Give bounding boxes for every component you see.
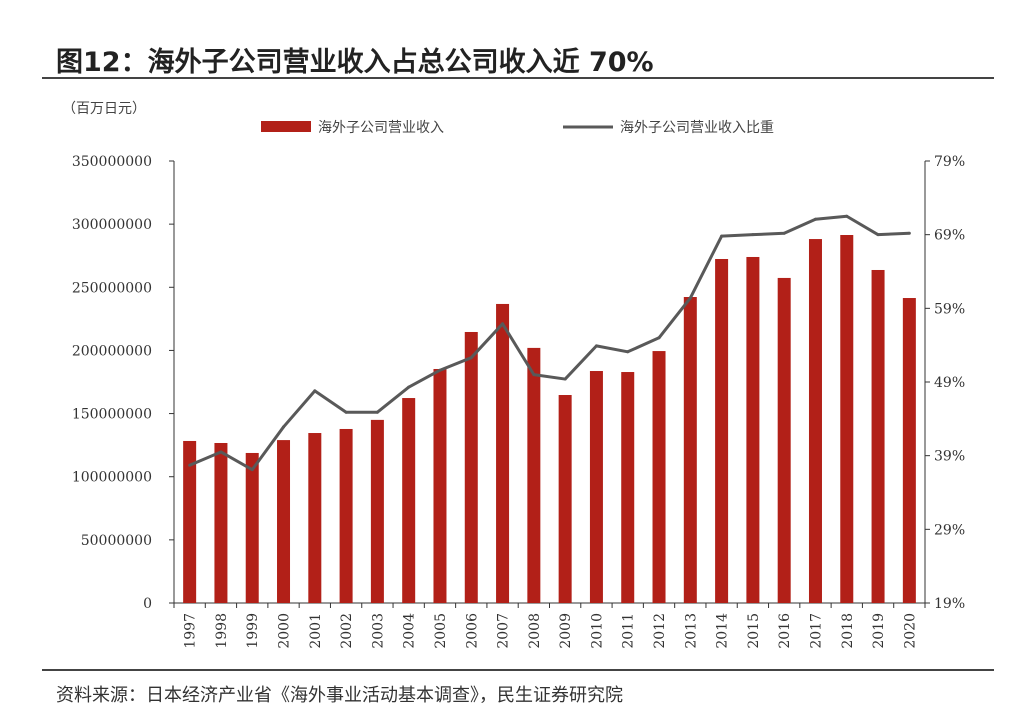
ratio-point-2011 bbox=[626, 350, 630, 354]
bar-2019 bbox=[871, 269, 885, 603]
bar-2003 bbox=[370, 419, 384, 603]
ratio-point-2006 bbox=[469, 356, 473, 360]
x-tick-label: 2012 bbox=[652, 613, 668, 649]
chart-title: 图12：海外子公司营业收入占总公司收入近 70% bbox=[56, 47, 654, 78]
ratio-point-2009 bbox=[563, 377, 567, 381]
ratio-point-2007 bbox=[501, 322, 505, 326]
bar-2013 bbox=[683, 297, 697, 603]
x-tick-label: 2019 bbox=[871, 613, 887, 649]
bar-1997 bbox=[183, 440, 197, 603]
ratio-point-2010 bbox=[594, 344, 598, 348]
unit-label: （百万日元） bbox=[62, 101, 146, 117]
x-tick-label: 2007 bbox=[496, 613, 512, 649]
x-tick-label: 2013 bbox=[683, 613, 699, 649]
left-tick-label: 100000000 bbox=[72, 470, 152, 486]
bar-2017 bbox=[808, 239, 822, 604]
bar-2000 bbox=[277, 440, 291, 603]
ratio-point-1999 bbox=[250, 468, 254, 472]
ratio-point-2000 bbox=[282, 425, 286, 429]
bar-2014 bbox=[715, 258, 729, 603]
bar-1998 bbox=[214, 442, 228, 603]
bar-2011 bbox=[621, 372, 635, 603]
bar-2009 bbox=[558, 395, 572, 603]
x-tick-label: 2006 bbox=[464, 613, 480, 649]
bar-2002 bbox=[339, 428, 353, 603]
ratio-point-1997 bbox=[188, 463, 192, 467]
x-tick-label: 2009 bbox=[558, 613, 574, 649]
x-tick-label: 2020 bbox=[902, 613, 918, 649]
title-divider bbox=[42, 77, 994, 79]
bar-2016 bbox=[777, 277, 791, 603]
right-tick-label: 69% bbox=[934, 228, 965, 244]
x-tick-label: 1998 bbox=[214, 613, 230, 649]
left-tick-label: 300000000 bbox=[72, 217, 152, 233]
ratio-point-2018 bbox=[845, 214, 849, 218]
bar-2008 bbox=[527, 347, 541, 603]
ratio-point-2015 bbox=[751, 233, 755, 237]
ratio-point-2019 bbox=[876, 233, 880, 237]
ratio-point-2001 bbox=[313, 389, 317, 393]
source-note: 资料来源：日本经济产业省《海外事业活动基本调查》，民生证券研究院 bbox=[56, 685, 623, 706]
bar-1999 bbox=[245, 452, 259, 603]
ratio-point-2004 bbox=[407, 385, 411, 389]
bar-2010 bbox=[589, 371, 603, 603]
legend-line-label: 海外子公司营业收入比重 bbox=[620, 120, 774, 136]
ratio-point-2008 bbox=[532, 373, 536, 377]
left-tick-label: 250000000 bbox=[72, 280, 152, 296]
ratio-point-2016 bbox=[782, 231, 786, 235]
left-tick-label: 350000000 bbox=[72, 154, 152, 170]
bar-2020 bbox=[902, 298, 916, 603]
x-tick-label: 2005 bbox=[433, 613, 449, 649]
ratio-line bbox=[189, 214, 910, 472]
x-tick-label: 2003 bbox=[370, 613, 386, 649]
x-tick-label: 2014 bbox=[715, 613, 731, 649]
legend-bar-swatch bbox=[261, 121, 311, 132]
bar-2007 bbox=[496, 303, 510, 603]
bar-2012 bbox=[652, 351, 666, 603]
x-tick-label: 2010 bbox=[589, 613, 605, 649]
ratio-point-2014 bbox=[720, 234, 724, 238]
ratio-point-2012 bbox=[657, 336, 661, 340]
x-tick-label: 2002 bbox=[339, 613, 355, 649]
x-tick-label: 2004 bbox=[402, 613, 418, 649]
right-tick-label: 39% bbox=[934, 449, 965, 465]
legend-bar-label: 海外子公司营业收入 bbox=[318, 120, 444, 136]
bar-2018 bbox=[840, 235, 854, 604]
left-tick-label: 0 bbox=[143, 596, 152, 612]
x-tick-label: 2000 bbox=[277, 613, 293, 649]
source-divider bbox=[42, 669, 994, 671]
right-tick-label: 79% bbox=[934, 154, 965, 170]
bar-2005 bbox=[433, 368, 447, 603]
bar-2015 bbox=[746, 256, 760, 603]
ratio-point-2017 bbox=[813, 217, 817, 221]
bar-2004 bbox=[402, 398, 416, 603]
ratio-point-1998 bbox=[219, 450, 223, 454]
right-tick-label: 29% bbox=[934, 522, 965, 538]
right-tick-label: 59% bbox=[934, 301, 965, 317]
x-tick-label: 2016 bbox=[777, 613, 793, 649]
bar-2006 bbox=[464, 331, 478, 603]
ratio-point-2005 bbox=[438, 368, 442, 372]
right-tick-label: 49% bbox=[934, 375, 965, 391]
ratio-point-2002 bbox=[344, 410, 348, 414]
x-tick-label: 2011 bbox=[621, 613, 637, 649]
ratio-point-2003 bbox=[375, 410, 379, 414]
left-tick-label: 200000000 bbox=[72, 343, 152, 359]
x-tick-label: 2015 bbox=[746, 613, 762, 649]
x-tick-label: 1999 bbox=[245, 613, 261, 649]
x-tick-label: 2001 bbox=[308, 613, 324, 649]
x-tick-label: 2008 bbox=[527, 613, 543, 649]
x-tick-label: 2017 bbox=[808, 613, 824, 649]
ratio-point-2013 bbox=[688, 296, 692, 300]
right-tick-label: 19% bbox=[934, 596, 965, 612]
bar-2001 bbox=[308, 433, 322, 603]
x-tick-label: 2018 bbox=[840, 613, 856, 649]
ratio-point-2020 bbox=[907, 231, 911, 235]
x-tick-label: 1997 bbox=[183, 613, 199, 649]
left-tick-label: 50000000 bbox=[81, 533, 152, 549]
left-tick-label: 150000000 bbox=[72, 407, 152, 423]
